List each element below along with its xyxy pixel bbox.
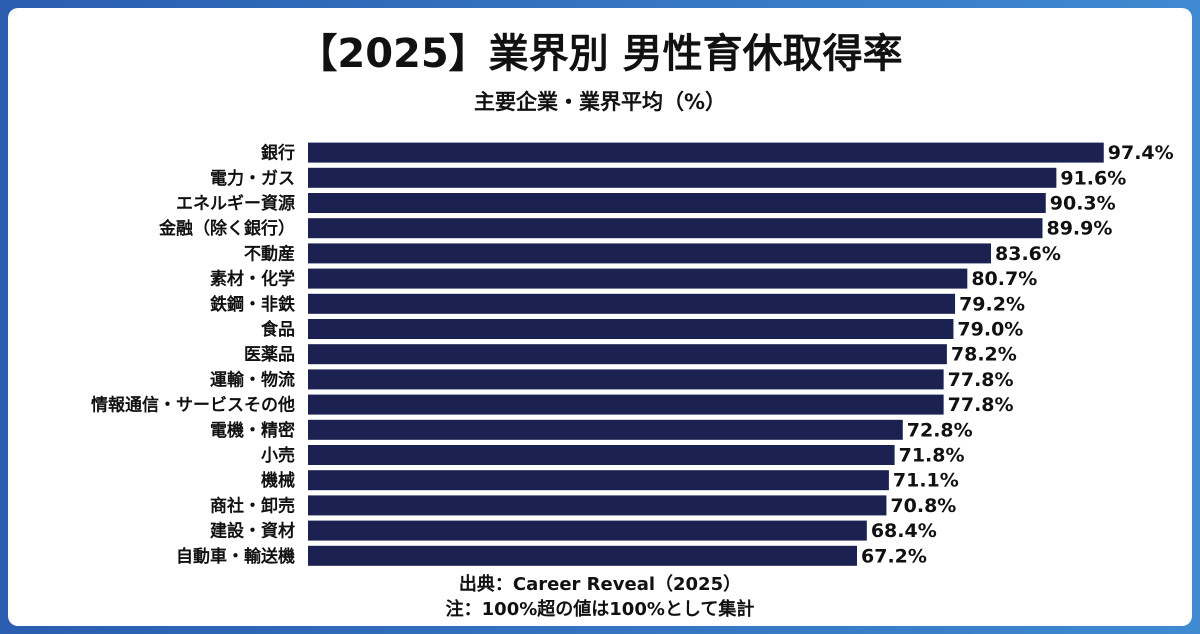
category-label: 小売 — [261, 445, 295, 466]
value-label: 78.2% — [951, 344, 1017, 366]
category-label: 自動車・輸送機 — [176, 546, 295, 567]
bar — [308, 293, 956, 314]
value-label: 72.8% — [907, 419, 973, 441]
bar — [308, 394, 944, 415]
footnote: 注：100%超の値は100%として集計 — [446, 598, 755, 620]
bar — [308, 167, 1057, 188]
bar — [308, 470, 889, 491]
bar — [308, 142, 1104, 163]
value-label: 71.8% — [899, 445, 965, 467]
value-label: 90.3% — [1050, 193, 1116, 215]
bar — [308, 369, 944, 390]
category-label: 銀行 — [261, 143, 295, 164]
category-label: 情報通信・サービスその他 — [91, 395, 295, 416]
category-label: 電力・ガス — [210, 168, 295, 189]
value-label: 83.6% — [995, 243, 1061, 265]
value-label: 91.6% — [1060, 167, 1126, 189]
bar — [308, 218, 1043, 239]
bar — [308, 268, 968, 289]
category-label: 建設・資材 — [210, 521, 295, 542]
category-label: 鉄鋼・非鉄 — [210, 294, 295, 315]
category-label: 運輸・物流 — [210, 369, 295, 390]
category-label: 不動産 — [244, 243, 295, 264]
bar — [308, 344, 947, 365]
value-label: 79.2% — [959, 293, 1025, 315]
category-label: 電機・精密 — [210, 420, 295, 441]
bar — [308, 319, 954, 339]
bar — [308, 495, 887, 516]
category-label: 金融（除く銀行） — [158, 218, 295, 239]
value-label: 97.4% — [1108, 142, 1174, 164]
category-label: 医薬品 — [244, 345, 295, 365]
bar — [308, 445, 895, 465]
value-label: 80.7% — [971, 268, 1037, 290]
chart-title: 【2025】業界別 男性育休取得率 — [297, 31, 902, 77]
bar — [308, 520, 867, 541]
category-label: 機械 — [261, 470, 295, 491]
bar — [308, 193, 1046, 213]
category-label: エネルギー資源 — [176, 193, 295, 214]
chart-subtitle: 主要企業・業界平均（%） — [474, 90, 726, 114]
category-label: 商社・卸売 — [210, 495, 295, 516]
bar — [308, 545, 858, 566]
value-label: 77.8% — [948, 369, 1014, 391]
value-label: 68.4% — [871, 520, 937, 542]
value-label: 70.8% — [890, 495, 956, 517]
value-label: 77.8% — [948, 394, 1014, 416]
bar — [308, 243, 992, 264]
value-label: 79.0% — [957, 319, 1023, 341]
value-label: 67.2% — [861, 545, 927, 567]
source-note: 出典：Career Reveal（2025） — [459, 573, 741, 595]
value-label: 71.1% — [893, 470, 959, 492]
bar — [308, 419, 903, 440]
value-label: 89.9% — [1046, 218, 1112, 240]
category-label: 素材・化学 — [210, 269, 295, 290]
category-label: 食品 — [261, 319, 295, 340]
